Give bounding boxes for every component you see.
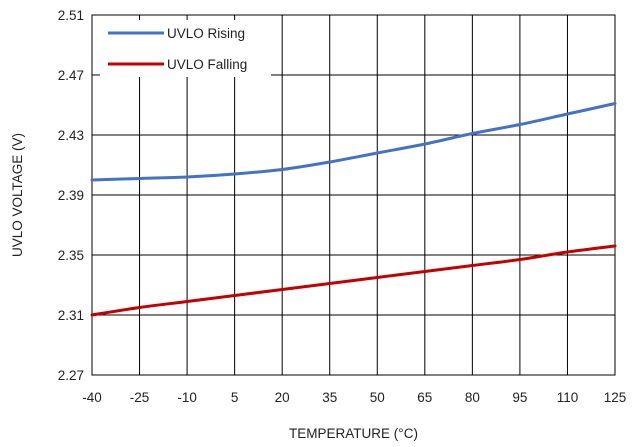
x-tick-label: 35 (322, 390, 337, 405)
y-tick-label: 2.31 (58, 308, 84, 323)
x-tick-label: 80 (465, 390, 480, 405)
y-tick-label: 2.39 (58, 188, 84, 203)
y-tick-label: 2.43 (58, 128, 84, 143)
y-tick-label: 2.27 (58, 368, 84, 383)
x-tick-label: 110 (557, 390, 579, 405)
series-line-uvlo-rising (90, 102, 617, 182)
x-tick-label: -25 (130, 390, 150, 405)
x-tick-label: -10 (177, 390, 197, 405)
y-tick-label: 2.35 (58, 248, 84, 263)
y-tick-label: 2.47 (58, 68, 84, 83)
legend-label: UVLO Falling (167, 57, 247, 72)
y-tick-labels: 2.27 2.31 2.35 2.39 2.43 2.47 2.51 (58, 8, 84, 383)
x-tick-label: -40 (82, 390, 102, 405)
x-tick-label: 125 (604, 390, 627, 405)
x-tick-label: 20 (275, 390, 290, 405)
x-tick-labels: -40 -25 -10 5 20 35 50 65 80 95 110 125 (82, 390, 626, 405)
legend: UVLO Rising UVLO Falling (100, 20, 271, 77)
series-layer (90, 102, 617, 317)
x-tick-label: 5 (231, 390, 239, 405)
x-axis-title: TEMPERATURE (°C) (289, 426, 418, 441)
legend-background (100, 20, 271, 77)
y-tick-label: 2.51 (58, 8, 84, 23)
x-tick-label: 95 (512, 390, 527, 405)
x-tick-label: 50 (370, 390, 385, 405)
y-axis-title: UVLO VOLTAGE (V) (10, 133, 25, 257)
series-line-uvlo-falling (90, 244, 617, 317)
plot-frame (91, 14, 616, 376)
x-tick-label: 65 (417, 390, 432, 405)
legend-label: UVLO Rising (167, 26, 245, 41)
